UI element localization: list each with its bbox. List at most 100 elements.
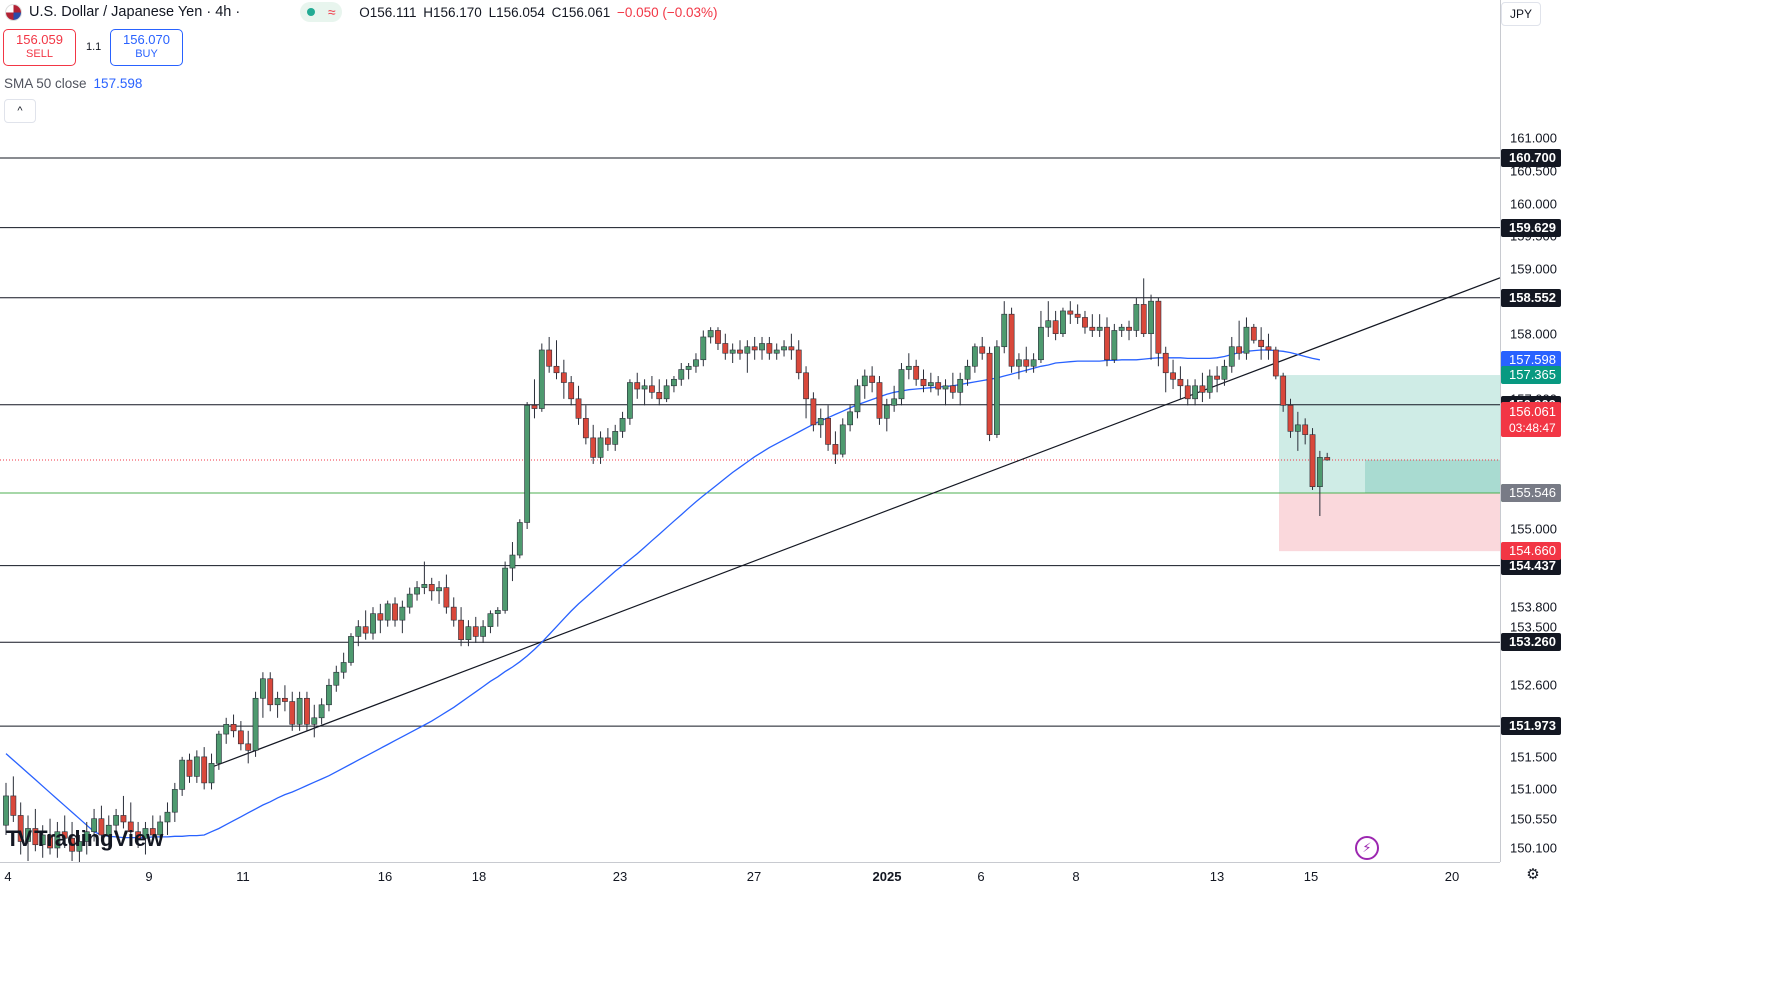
candle-body — [619, 418, 626, 432]
candle-body — [839, 424, 846, 455]
candle — [1133, 297, 1140, 337]
candle — [1052, 310, 1059, 341]
candle-body — [1324, 457, 1331, 461]
candle-body — [1111, 330, 1118, 361]
candle — [971, 343, 978, 373]
candle-body — [282, 697, 288, 702]
candle — [531, 379, 538, 419]
candle — [333, 665, 340, 692]
candle-body — [105, 824, 112, 836]
candle — [1177, 366, 1184, 399]
candle-body — [707, 330, 714, 338]
symbol-title[interactable]: U.S. Dollar / Japanese Yen · 4h · — [29, 4, 241, 20]
candle-body — [245, 743, 252, 751]
candle-body — [861, 375, 868, 387]
market-status-pill[interactable]: ≈ — [300, 2, 343, 22]
candle-body — [17, 815, 24, 842]
candle — [1030, 353, 1037, 373]
candle — [83, 821, 90, 855]
candle — [348, 633, 354, 666]
candle — [282, 685, 288, 712]
candle — [201, 747, 208, 790]
candle — [788, 333, 795, 360]
time-tick-label: 9 — [145, 869, 153, 884]
candle — [259, 672, 266, 718]
candle-body — [685, 365, 692, 370]
candle-body — [1302, 424, 1309, 435]
sell-price: 156.059 — [16, 32, 63, 47]
candle-body — [289, 701, 296, 725]
candle-body — [1192, 385, 1198, 400]
candle-body — [1206, 375, 1213, 393]
candle — [597, 431, 604, 464]
candle — [355, 620, 362, 647]
buy-button[interactable]: 156.070 BUY — [110, 29, 183, 66]
chart-settings-icon[interactable]: ⚙ — [1526, 866, 1540, 883]
candle-body — [32, 828, 39, 846]
candle-body — [458, 619, 464, 640]
candle-body — [215, 733, 222, 764]
candle — [737, 340, 743, 360]
collapse-legend-button[interactable]: ^ — [4, 99, 36, 123]
price-chart[interactable] — [0, 0, 1500, 862]
time-axis[interactable]: 4 9 11 16 18 23 27 2025 6 8 13 15 20 — [0, 862, 1500, 889]
candle — [252, 691, 259, 757]
candle — [538, 343, 545, 412]
candle-body — [377, 613, 384, 621]
market-open-dot-icon — [306, 8, 315, 16]
time-tick-label: 27 — [746, 869, 762, 884]
candle-body — [1074, 313, 1081, 318]
candle — [3, 782, 9, 835]
candle — [326, 678, 332, 712]
level-price-tag: 159.629 — [1501, 218, 1561, 237]
candle — [458, 607, 464, 647]
candle-body — [832, 444, 839, 455]
candle — [773, 343, 780, 360]
tradingview-logo[interactable]: TV TradingView — [6, 826, 163, 852]
candle-body — [722, 343, 729, 354]
price-tick-label: 159.000 — [1510, 261, 1557, 277]
candle — [1023, 346, 1030, 373]
candle-body — [127, 821, 134, 833]
candle — [1155, 297, 1162, 367]
candle — [1170, 359, 1176, 390]
candle-body — [538, 349, 545, 409]
candle — [443, 574, 450, 614]
candle-body — [1272, 349, 1279, 377]
sell-button[interactable]: 156.059 SELL — [3, 29, 76, 66]
sma-legend-label: SMA 50 close — [4, 76, 87, 91]
sma-legend[interactable]: SMA 50 close 157.598 — [4, 76, 142, 91]
level-price-tag: 153.260 — [1501, 633, 1561, 652]
candle-body — [626, 382, 633, 419]
candle-body — [905, 365, 912, 370]
candle — [913, 359, 920, 386]
candle-body — [1008, 313, 1015, 367]
candle-body — [1170, 372, 1176, 380]
lightning-icon[interactable]: ⚡ — [1355, 836, 1379, 860]
low-marker-price-tag: 155.546 — [1501, 484, 1561, 503]
candle-body — [98, 818, 105, 836]
candle — [384, 600, 391, 627]
candle — [237, 721, 244, 751]
candle — [876, 376, 883, 425]
candle — [76, 834, 83, 862]
candle — [436, 581, 442, 604]
time-tick-label: 8 — [1072, 869, 1080, 884]
candle-body — [1162, 352, 1169, 374]
candle-body — [979, 346, 986, 354]
candle — [414, 581, 420, 601]
candle — [1148, 294, 1154, 360]
candle-body — [340, 662, 347, 673]
candle-body — [715, 330, 721, 344]
candle — [135, 821, 142, 848]
position-zones — [1279, 375, 1500, 552]
candle — [766, 336, 773, 360]
candle-body — [392, 603, 398, 621]
candle — [891, 385, 898, 412]
candle — [685, 363, 692, 380]
currency-selector[interactable]: JPY — [1501, 2, 1541, 26]
candle — [568, 376, 575, 406]
price-tick-label: 150.100 — [1510, 840, 1557, 856]
candle-body — [480, 626, 486, 637]
candle-body — [237, 730, 244, 745]
